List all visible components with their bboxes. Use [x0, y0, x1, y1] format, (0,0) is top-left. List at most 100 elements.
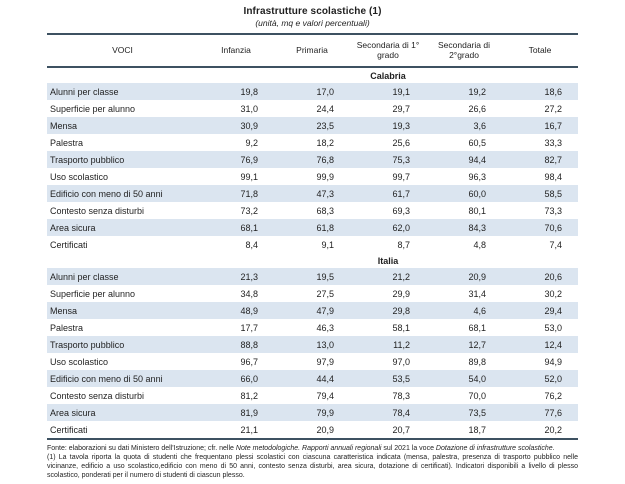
table-row: Palestra 17,7 46,3 58,1 68,1 53,0 [47, 319, 578, 336]
cell-value: 77,6 [502, 404, 578, 421]
cell-value: 18,2 [316, 137, 334, 148]
row-label: Alunni per classe [47, 83, 198, 100]
cell-value: 60,5 [468, 137, 486, 148]
cell-value: 47,9 [274, 302, 350, 319]
cell-value: 19,8 [198, 83, 274, 100]
table-row: Certificati 21,1 20,9 20,7 18,7 20,2 [47, 421, 578, 439]
section-spacer-cell [47, 67, 198, 83]
table-row: Edificio con meno di 50 anni 66,0 44,4 53,5… [47, 370, 578, 387]
row-label: Area sicura [47, 219, 198, 236]
cell-value: 81,2 [240, 390, 258, 401]
cell-value: 29,7 [392, 103, 410, 114]
row-label: Uso scolastico [50, 356, 109, 367]
column-header-secondaria-2: Secondaria di 2°grado [426, 34, 502, 68]
column-header-totale: Totale [502, 34, 578, 68]
row-label: Edificio con meno di 50 anni [47, 185, 198, 202]
source-note-segment: sul 2021 la voce [381, 445, 436, 452]
cell-value: 20,9 [426, 268, 502, 285]
cell-value: 20,7 [392, 424, 410, 435]
section-spacer-cell [274, 253, 350, 268]
cell-value: 17,0 [274, 83, 350, 100]
source-note-italic-segment: Note metodologiche. Rapporti annuali reg… [235, 445, 382, 452]
column-header-primaria: Primaria [274, 34, 350, 68]
cell-value: 62,0 [350, 219, 426, 236]
section-header-row: Calabria [47, 67, 578, 83]
row-label: Certificati [50, 239, 88, 250]
section-spacer-cell [426, 67, 502, 83]
cell-value: 4,8 [473, 239, 486, 250]
cell-value: 27,5 [316, 288, 334, 299]
cell-value: 29,4 [502, 302, 578, 319]
cell-value: 75,3 [350, 151, 426, 168]
cell-value: 99,7 [392, 171, 410, 182]
cell-value: 80,1 [468, 205, 486, 216]
cell-value: 25,6 [392, 137, 410, 148]
cell-value: 68,1 [468, 322, 486, 333]
cell-value: 68,1 [198, 219, 274, 236]
cell-value: 71,8 [198, 185, 274, 202]
row-label: Area sicura [47, 404, 198, 421]
table-row: Trasporto pubblico 88,8 13,0 11,2 12,7 12,4 [47, 336, 578, 353]
cell-value: 76,9 [198, 151, 274, 168]
cell-value: 23,5 [274, 117, 350, 134]
footnotes: Fonte: elaborazioni su dati Ministero de… [47, 444, 578, 480]
cell-value: 18,7 [468, 424, 486, 435]
section-spacer-cell [198, 253, 274, 268]
table-row: Alunni per classe 21,3 19,5 21,2 20,9 20,6 [47, 268, 578, 285]
source-note: Fonte: elaborazioni su dati Ministero de… [47, 444, 578, 453]
row-label: Superficie per alunno [50, 288, 136, 299]
cell-value: 29,8 [350, 302, 426, 319]
cell-value: 99,9 [316, 171, 334, 182]
section-spacer-cell [47, 253, 198, 268]
table-row: Alunni per classe 19,8 17,0 19,1 19,2 18,6 [47, 83, 578, 100]
cell-value: 24,4 [316, 103, 334, 114]
cell-value: 61,8 [274, 219, 350, 236]
cell-value: 69,3 [392, 205, 410, 216]
cell-value: 48,9 [198, 302, 274, 319]
cell-value: 46,3 [316, 322, 334, 333]
cell-value: 73,3 [544, 205, 562, 216]
cell-value: 3,6 [426, 117, 502, 134]
cell-value: 21,2 [350, 268, 426, 285]
table-header: VOCI Infanzia Primaria Secondaria di 1° … [47, 34, 578, 68]
cell-value: 82,7 [502, 151, 578, 168]
row-label: Mensa [47, 302, 198, 319]
column-header-voci: VOCI [47, 34, 198, 68]
cell-value: 53,5 [350, 370, 426, 387]
cell-value: 8,7 [397, 239, 410, 250]
cell-value: 94,4 [426, 151, 502, 168]
table-row: Superficie per alunno 31,0 24,4 29,7 26,6 27,… [47, 100, 578, 117]
cell-value: 78,3 [392, 390, 410, 401]
cell-value: 19,2 [426, 83, 502, 100]
table-row: Uso scolastico 99,1 99,9 99,7 96,3 98,4 [47, 168, 578, 185]
cell-value: 20,9 [316, 424, 334, 435]
table-row: Contesto senza disturbi 73,2 68,3 69,3 80,1 7… [47, 202, 578, 219]
cell-value: 16,7 [502, 117, 578, 134]
cell-value: 79,9 [274, 404, 350, 421]
cell-value: 76,2 [544, 390, 562, 401]
cell-value: 61,7 [350, 185, 426, 202]
row-label: Certificati [50, 424, 88, 435]
cell-value: 96,7 [240, 356, 258, 367]
infrastructure-table: VOCI Infanzia Primaria Secondaria di 1° … [47, 33, 578, 440]
row-label: Trasporto pubblico [47, 336, 198, 353]
cell-value: 9,2 [245, 137, 258, 148]
page-title: Infrastrutture scolastiche (1) [243, 6, 382, 17]
table-row: Superficie per alunno 34,8 27,5 29,9 31,4 30,… [47, 285, 578, 302]
column-header-secondaria-1: Secondaria di 1° grado [350, 34, 426, 68]
cell-value: 13,0 [274, 336, 350, 353]
cell-value: 4,6 [426, 302, 502, 319]
cell-value: 8,4 [245, 239, 258, 250]
section-header-row: Italia [47, 253, 578, 268]
section-spacer-cell [274, 67, 350, 83]
header-row: VOCI Infanzia Primaria Secondaria di 1° … [47, 34, 578, 68]
cell-value: 54,0 [426, 370, 502, 387]
cell-value: 98,4 [544, 171, 562, 182]
cell-value: 30,9 [198, 117, 274, 134]
section-spacer-cell [502, 67, 578, 83]
table-row: Area sicura 81,9 79,9 78,4 73,5 77,6 [47, 404, 578, 421]
cell-value: 21,3 [198, 268, 274, 285]
section-label: Calabria [350, 67, 426, 83]
row-label: Superficie per alunno [50, 103, 136, 114]
